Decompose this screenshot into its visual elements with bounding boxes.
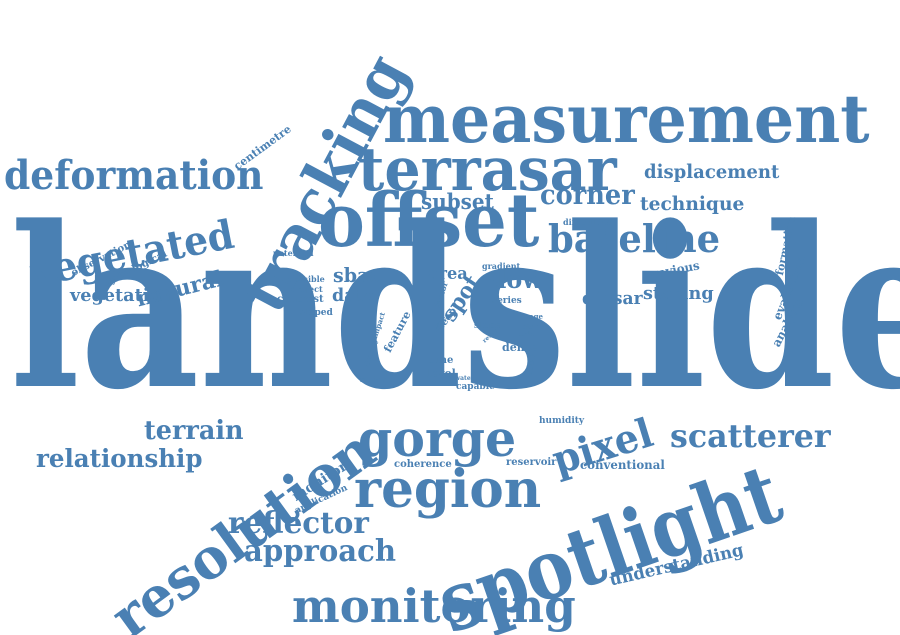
word-monitoring: monitoring (292, 579, 576, 633)
word-offset: offset (318, 178, 540, 264)
word-terrain: terrain (144, 416, 244, 446)
word-project: project (291, 284, 323, 294)
word-potential: potential (273, 248, 314, 258)
word-study: study (523, 322, 545, 331)
word-technique: technique (640, 193, 745, 215)
word-gradient: gradient (482, 261, 521, 271)
word-level: level (427, 367, 456, 380)
word-approach: approach (244, 534, 397, 569)
word-data: data (332, 285, 375, 306)
word-reservoir: reservoir (506, 457, 557, 468)
word-dinsar: dinsar (582, 288, 643, 309)
word-cover: cover (429, 379, 448, 386)
word-displacement: displacement (644, 161, 780, 183)
word-subset: subset (421, 189, 494, 214)
word-slope: slope (474, 321, 501, 331)
word-series: series (492, 296, 522, 306)
word-image: image (519, 312, 543, 321)
word-difficulties: difficulties (563, 217, 612, 227)
word-landslide: landslide (10, 179, 900, 439)
word-scatterer: scatterer (670, 417, 831, 455)
word-slow: slow (484, 265, 543, 294)
word-dense: dense (502, 341, 538, 354)
word-relationship: relationship (36, 444, 203, 473)
word-corner: corner (540, 180, 635, 211)
word-measurement: measurement (383, 80, 870, 158)
word-contrast: contrast (277, 294, 324, 305)
word-baseline: baseline (548, 216, 721, 261)
word-sbas: sbas (333, 263, 380, 287)
word-reflector: reflector (228, 506, 369, 541)
word-sloped: sloped (300, 308, 333, 318)
word-deformation: deformation (4, 152, 264, 199)
word-time: time (428, 355, 454, 366)
word-terrasar: terrasar (358, 135, 617, 205)
word-gorge: gorge (358, 409, 517, 468)
word-vegetation: vegetation (70, 285, 175, 306)
word-coherence: coherence (394, 459, 452, 470)
word-reliable: reliable (360, 374, 395, 384)
word-water: water (455, 375, 474, 382)
word-staring: staring (643, 283, 714, 304)
word-conventional: conventional (580, 458, 665, 472)
word-capable: capable (456, 382, 495, 392)
word-area: area (428, 264, 468, 284)
word-humidity: humidity (539, 416, 585, 426)
word-order: order (519, 331, 538, 338)
word-region: region (354, 459, 542, 520)
word-possible: possible (288, 274, 325, 284)
